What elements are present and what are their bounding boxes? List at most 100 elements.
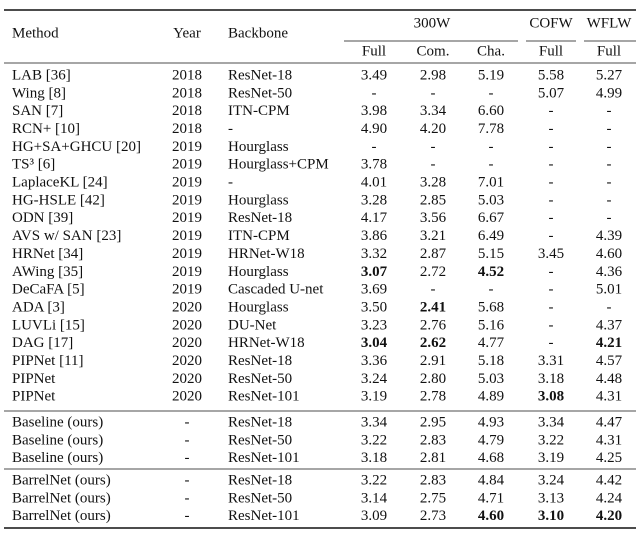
value-cell: 2.87 xyxy=(420,246,447,262)
method-cell: BarrelNet (ours) xyxy=(12,472,111,488)
year-cell: - xyxy=(185,450,190,466)
value-cell: 2.81 xyxy=(420,450,446,466)
value-cell: 3.04 xyxy=(361,335,388,351)
method-cell: LAB [36] xyxy=(12,67,71,83)
backbone-cell: Hourglass xyxy=(228,192,289,208)
value-cell: 2.98 xyxy=(420,67,446,83)
backbone-cell: ResNet-50 xyxy=(228,371,292,387)
value-cell: 5.07 xyxy=(538,85,565,101)
value-cell: - xyxy=(431,157,436,173)
value-cell: 3.19 xyxy=(538,450,564,466)
method-cell: LaplaceKL [24] xyxy=(12,175,108,191)
backbone-cell: ResNet-18 xyxy=(228,210,292,226)
value-cell: 3.34 xyxy=(538,414,565,430)
value-cell: 2.95 xyxy=(420,414,446,430)
value-cell: 4.93 xyxy=(478,414,504,430)
year-cell: 2018 xyxy=(172,67,202,83)
year-cell: 2019 xyxy=(172,282,202,298)
value-cell: 3.10 xyxy=(538,508,564,524)
value-cell: 4.84 xyxy=(478,472,505,488)
value-cell: - xyxy=(372,85,377,101)
year-cell: 2019 xyxy=(172,210,202,226)
year-cell: 2020 xyxy=(172,299,202,315)
value-cell: 3.69 xyxy=(361,282,387,298)
value-cell: 3.28 xyxy=(420,175,446,191)
method-cell: RCN+ [10] xyxy=(12,121,80,137)
value-cell: - xyxy=(431,282,436,298)
value-cell: 3.23 xyxy=(361,317,387,333)
year-cell: 2018 xyxy=(172,85,202,101)
year-cell: 2020 xyxy=(172,317,202,333)
value-cell: 2.75 xyxy=(420,490,446,506)
value-cell: 2.62 xyxy=(420,335,446,351)
value-cell: 5.16 xyxy=(478,317,505,333)
value-cell: - xyxy=(607,121,612,137)
value-cell: - xyxy=(549,157,554,173)
value-cell: 4.25 xyxy=(596,450,622,466)
value-cell: - xyxy=(549,210,554,226)
value-cell: 4.79 xyxy=(478,432,504,448)
value-cell: 3.86 xyxy=(361,228,388,244)
method-cell: Baseline (ours) xyxy=(12,414,103,430)
value-cell: 5.01 xyxy=(596,282,622,298)
year-cell: 2019 xyxy=(172,175,202,191)
backbone-cell: HRNet-W18 xyxy=(228,246,305,262)
value-cell: 6.60 xyxy=(478,103,504,119)
value-cell: 5.03 xyxy=(478,192,504,208)
value-cell: 4.77 xyxy=(478,335,505,351)
value-cell: - xyxy=(549,317,554,333)
method-cell: HG+SA+GHCU [20] xyxy=(12,139,141,155)
value-cell: 3.07 xyxy=(361,264,388,280)
value-cell: 3.14 xyxy=(361,490,388,506)
value-cell: 7.01 xyxy=(478,175,504,191)
backbone-cell: ITN-CPM xyxy=(228,103,290,119)
value-cell: 4.20 xyxy=(596,508,622,524)
value-cell: 2.78 xyxy=(420,389,446,405)
value-cell: 3.78 xyxy=(361,157,387,173)
subheader: Cha. xyxy=(477,43,505,59)
value-cell: 4.90 xyxy=(361,121,387,137)
value-cell: 7.78 xyxy=(478,121,504,137)
backbone-cell: Hourglass+CPM xyxy=(228,157,329,173)
value-cell: 3.24 xyxy=(361,371,388,387)
value-cell: 3.50 xyxy=(361,299,387,315)
value-cell: 4.31 xyxy=(596,389,622,405)
value-cell: 3.13 xyxy=(538,490,564,506)
method-cell: HG-HSLE [42] xyxy=(12,192,105,208)
backbone-cell: ResNet-101 xyxy=(228,389,300,405)
value-cell: 2.80 xyxy=(420,371,446,387)
header-backbone: Backbone xyxy=(228,25,288,41)
value-cell: 5.19 xyxy=(478,67,504,83)
backbone-cell: ResNet-50 xyxy=(228,490,292,506)
value-cell: 2.91 xyxy=(420,353,446,369)
value-cell: 3.18 xyxy=(538,371,564,387)
value-cell: - xyxy=(549,335,554,351)
value-cell: 4.42 xyxy=(596,472,622,488)
value-cell: 5.27 xyxy=(596,67,623,83)
method-cell: SAN [7] xyxy=(12,103,63,119)
year-cell: 2019 xyxy=(172,139,202,155)
value-cell: 2.72 xyxy=(420,264,446,280)
value-cell: 5.03 xyxy=(478,371,504,387)
value-cell: - xyxy=(431,139,436,155)
backbone-cell: ResNet-18 xyxy=(228,353,292,369)
method-cell: DeCaFA [5] xyxy=(12,282,85,298)
value-cell: 4.24 xyxy=(596,490,623,506)
value-cell: 2.41 xyxy=(420,299,446,315)
value-cell: 3.09 xyxy=(361,508,387,524)
value-cell: - xyxy=(549,228,554,244)
header-group: WFLW xyxy=(587,15,633,31)
value-cell: 6.49 xyxy=(478,228,504,244)
method-cell: TS³ [6] xyxy=(12,157,55,173)
value-cell: 3.56 xyxy=(420,210,447,226)
value-cell: - xyxy=(607,157,612,173)
value-cell: 2.85 xyxy=(420,192,446,208)
value-cell: - xyxy=(549,299,554,315)
value-cell: - xyxy=(607,175,612,191)
method-cell: HRNet [34] xyxy=(12,246,83,262)
value-cell: 3.18 xyxy=(361,450,387,466)
value-cell: - xyxy=(549,139,554,155)
method-cell: PIPNet [11] xyxy=(12,353,84,369)
value-cell: 3.22 xyxy=(538,432,564,448)
